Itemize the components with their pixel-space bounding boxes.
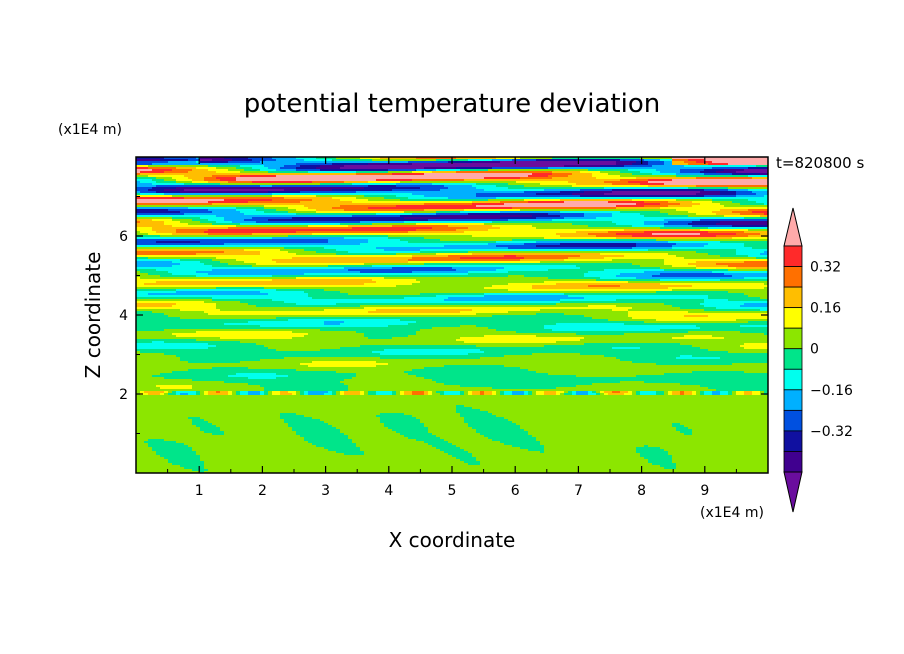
colorbar-segment — [783, 245, 803, 267]
chart-title: potential temperature deviation — [244, 89, 660, 119]
colorbar: −0.32 −0.16 0 0.16 0.32 — [783, 207, 853, 513]
colorbar-segment — [783, 409, 803, 432]
x-tick-label: 8 — [637, 483, 646, 499]
colorbar-tick-label: −0.32 — [810, 424, 853, 440]
x-tick-label: 6 — [511, 483, 520, 499]
y-axis: 2 4 6 — [119, 196, 768, 434]
x-axis-label: X coordinate — [389, 528, 516, 552]
colorbar-extend-low — [783, 471, 803, 513]
y-axis-label: Z coordinate — [81, 252, 105, 379]
colorbar-segment — [783, 266, 803, 288]
x-unit-label: (x1E4 m) — [700, 505, 764, 521]
x-tick-label: 9 — [700, 483, 709, 499]
colorbar-segment — [783, 286, 803, 309]
colorbar-tick-label: 0 — [810, 342, 819, 358]
colorbar-segment — [783, 368, 803, 391]
x-axis: 1 2 3 4 5 6 7 8 9 — [167, 157, 737, 499]
x-tick-label: 4 — [384, 483, 393, 499]
y-tick-label: 4 — [119, 308, 128, 324]
x-tick-label: 7 — [574, 483, 583, 499]
colorbar-segment — [783, 348, 803, 370]
colorbar-segment — [783, 430, 803, 452]
x-tick-label: 2 — [258, 483, 267, 499]
colorbar-tick-label: 0.16 — [810, 301, 841, 317]
colorbar-tick-label: 0.32 — [810, 260, 841, 276]
y-unit-label: (x1E4 m) — [58, 122, 122, 138]
x-tick-label: 5 — [448, 483, 457, 499]
x-tick-label: 3 — [321, 483, 330, 499]
x-tick-label: 1 — [195, 483, 204, 499]
contour-field — [136, 157, 768, 473]
colorbar-extend-high — [783, 207, 803, 247]
y-tick-label: 6 — [119, 229, 128, 245]
y-tick-label: 2 — [119, 387, 128, 403]
colorbar-segment — [783, 389, 803, 411]
colorbar-segment — [783, 307, 803, 329]
colorbar-tick-label: −0.16 — [810, 383, 853, 399]
colorbar-segment — [783, 327, 803, 350]
colorbar-segment — [783, 451, 803, 473]
time-label: t=820800 s — [776, 154, 864, 172]
